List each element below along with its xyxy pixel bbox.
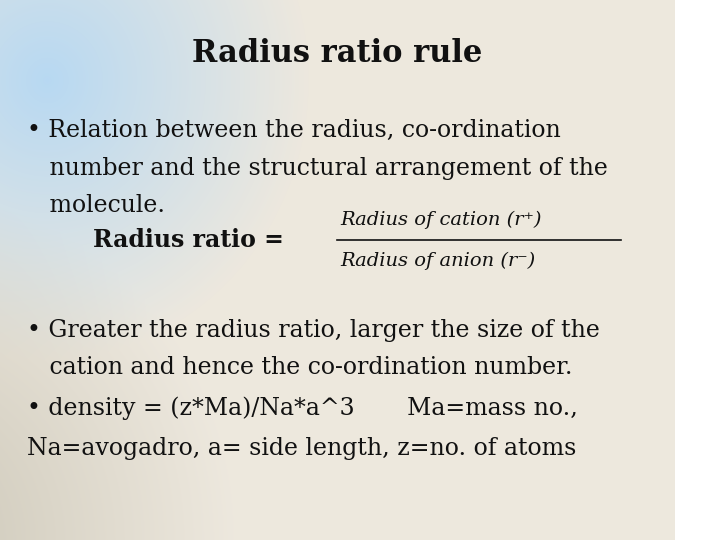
Text: number and the structural arrangement of the: number and the structural arrangement of…: [27, 157, 608, 180]
Text: Na=avogadro, a= side length, z=no. of atoms: Na=avogadro, a= side length, z=no. of at…: [27, 437, 577, 461]
Text: Radius ratio =: Radius ratio =: [27, 228, 292, 252]
Text: • density = (z*Ma)/Na*a^3       Ma=mass no.,: • density = (z*Ma)/Na*a^3 Ma=mass no.,: [27, 397, 578, 421]
Text: cation and hence the co-ordination number.: cation and hence the co-ordination numbe…: [27, 356, 572, 380]
Text: • Relation between the radius, co-ordination: • Relation between the radius, co-ordina…: [27, 119, 561, 142]
Text: Radius ratio rule: Radius ratio rule: [192, 38, 482, 69]
Text: • Greater the radius ratio, larger the size of the: • Greater the radius ratio, larger the s…: [27, 319, 600, 342]
Text: Radius of cation (r⁺): Radius of cation (r⁺): [341, 211, 542, 229]
Text: molecule.: molecule.: [27, 194, 165, 218]
Text: Radius of anion (r⁻): Radius of anion (r⁻): [341, 252, 536, 270]
